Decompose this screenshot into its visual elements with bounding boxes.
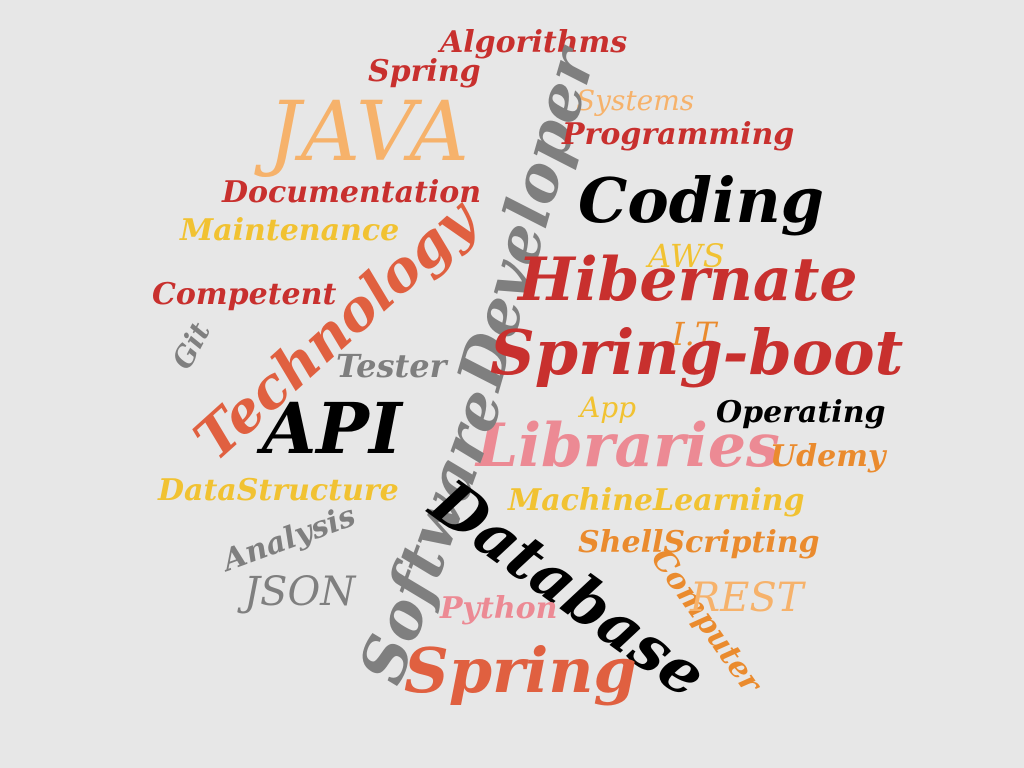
word-python: Python bbox=[440, 591, 558, 626]
word-api: API bbox=[262, 387, 402, 470]
word-programming: Programming bbox=[562, 117, 795, 152]
word-competent: Competent bbox=[152, 277, 337, 312]
word-spring-boot: Spring-boot bbox=[490, 316, 904, 389]
word-json: JSON bbox=[244, 569, 356, 615]
word-tester: Tester bbox=[336, 347, 447, 385]
word-it: I.T bbox=[672, 315, 717, 353]
word-operating: Operating bbox=[716, 395, 886, 430]
word-hibernate: Hibernate bbox=[518, 245, 858, 315]
word-udemy: Udemy bbox=[770, 439, 886, 474]
word-maintenance: Maintenance bbox=[180, 213, 400, 248]
word-rest: REST bbox=[690, 575, 804, 621]
word-datastructure: DataStructure bbox=[158, 473, 399, 508]
word-algorithms: Algorithms bbox=[440, 25, 628, 60]
word-systems: Systems bbox=[576, 84, 695, 117]
word-shellscripting: ShellScripting bbox=[578, 525, 820, 560]
word-spring-small: Spring bbox=[368, 54, 481, 89]
word-aws: AWS bbox=[648, 237, 725, 275]
word-spring-large: Spring bbox=[404, 634, 637, 707]
word-coding: Coding bbox=[578, 164, 825, 237]
word-java: JAVA bbox=[268, 85, 469, 180]
word-libraries: Libraries bbox=[476, 411, 780, 481]
word-app: App bbox=[580, 391, 637, 424]
word-documentation: Documentation bbox=[222, 175, 482, 210]
word-machinelearning: MachineLearning bbox=[508, 483, 805, 518]
word-git: Git bbox=[165, 317, 218, 375]
word-analysis: Analysis bbox=[218, 498, 361, 579]
